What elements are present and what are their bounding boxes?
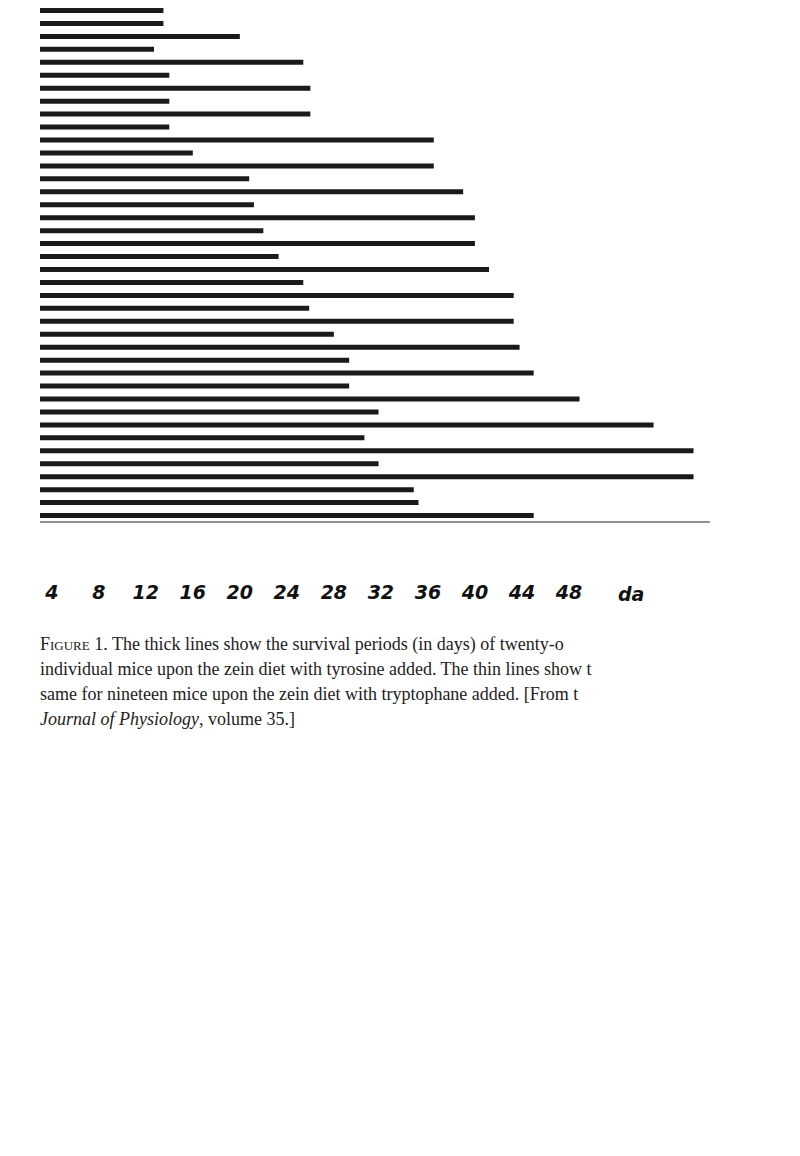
svg-text:48: 48: [555, 581, 582, 600]
svg-text:20: 20: [227, 581, 253, 600]
svg-text:32: 32: [368, 581, 394, 600]
svg-text:16: 16: [180, 581, 206, 600]
html-text:individual mice upon the zein: individual mice upon the zein diet with …: [40, 659, 592, 679]
html-text:same for nineteen mice upon th: same for nineteen mice upon the zein die…: [40, 684, 579, 704]
svg-text:4: 4: [44, 581, 58, 600]
svg-text:12: 12: [133, 581, 159, 600]
html-text:da: da: [618, 583, 645, 605]
svg-text:8: 8: [92, 581, 105, 600]
html-text:Figure 1. The thick lines show: Figure 1. The thick lines show the survi…: [40, 634, 564, 654]
svg-text:28: 28: [321, 581, 347, 600]
svg-text:24: 24: [274, 581, 300, 600]
html-text:Journal of Physiology, volume: Journal of Physiology, volume 35.]: [40, 709, 295, 729]
svg-text:44: 44: [508, 581, 535, 600]
svg-text:40: 40: [461, 581, 488, 600]
svg-text:36: 36: [415, 581, 441, 600]
